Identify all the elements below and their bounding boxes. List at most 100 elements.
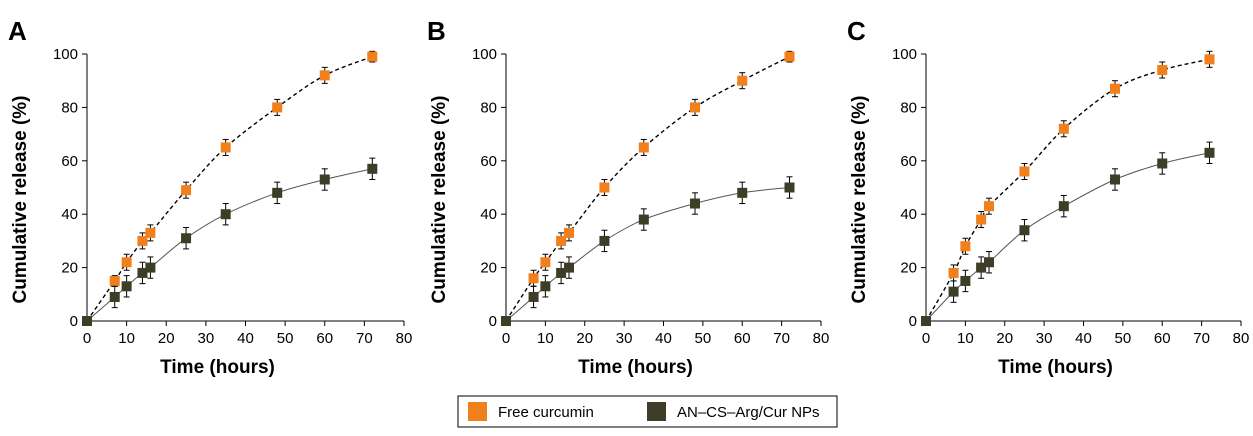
data-point-nps (501, 316, 511, 326)
data-point-nps (1019, 225, 1030, 236)
panel-letter: A (8, 16, 27, 46)
trend-line-free-curcumin (86, 56, 373, 322)
data-point-nps (737, 187, 748, 198)
data-point-free-curcumin (564, 227, 574, 238)
data-point-free-curcumin (1058, 123, 1069, 134)
x-tick-label: 70 (356, 330, 373, 347)
x-tick-label: 10 (118, 330, 135, 347)
x-tick-label: 30 (198, 330, 215, 347)
data-point-free-curcumin (737, 75, 748, 86)
x-tick-label: 60 (734, 330, 751, 347)
x-tick-label: 0 (502, 330, 510, 347)
panel-a: A 0 10 20 30 40 50 60 70 80 0 20 40 60 80 100 Time (hour… (8, 16, 412, 378)
data-point-nps (145, 262, 156, 273)
data-point-free-curcumin (367, 51, 378, 62)
data-point-free-curcumin (1019, 166, 1030, 177)
data-point-nps (82, 316, 92, 326)
x-tick-label: 30 (616, 330, 633, 347)
y-tick-label: 100 (472, 46, 497, 63)
y-tick-label: 100 (53, 46, 78, 63)
data-point-nps (564, 262, 574, 273)
x-tick-label: 50 (695, 330, 712, 347)
data-point-free-curcumin (690, 102, 700, 113)
y-tick-label: 20 (480, 260, 497, 277)
trend-line-nps (505, 187, 790, 322)
x-tick-label: 0 (83, 330, 91, 347)
panel-c: C 0 10 20 30 40 50 60 70 80 0 20 40 60 80 100 Time (hour… (847, 16, 1249, 378)
data-point-nps (960, 275, 971, 286)
y-tick-label: 40 (61, 206, 78, 223)
x-axis-title: Time (hours) (998, 357, 1113, 378)
y-axis-title: Cumulative release (%) (10, 95, 31, 303)
legend-swatch-free-curcumin (468, 402, 487, 421)
data-point-nps (976, 262, 987, 273)
data-point-free-curcumin (784, 51, 795, 62)
trend-line-nps (925, 152, 1210, 322)
x-tick-label: 30 (1036, 330, 1053, 347)
y-tick-label: 0 (909, 313, 917, 330)
y-tick-label: 60 (900, 153, 917, 170)
data-point-nps (984, 257, 994, 268)
data-point-free-curcumin (638, 142, 649, 153)
data-point-free-curcumin (556, 235, 567, 246)
data-point-free-curcumin (960, 241, 971, 252)
data-point-free-curcumin (145, 227, 156, 238)
x-tick-label: 20 (996, 330, 1013, 347)
y-tick-label: 80 (900, 99, 917, 116)
x-axis-title: Time (hours) (578, 357, 693, 378)
data-point-free-curcumin (540, 257, 551, 268)
panel-b: B 0 10 20 30 40 50 60 70 80 0 20 40 60 80 100 Time (hour… (427, 16, 829, 378)
x-tick-label: 70 (1193, 330, 1210, 347)
data-point-free-curcumin (272, 102, 283, 113)
y-axis-title: Cumulative release (%) (849, 95, 870, 303)
x-tick-label: 80 (813, 330, 830, 347)
data-point-nps (540, 281, 551, 292)
x-tick-label: 20 (576, 330, 593, 347)
y-tick-label: 60 (480, 153, 497, 170)
x-tick-label: 0 (922, 330, 930, 347)
y-tick-label: 0 (70, 313, 78, 330)
y-tick-label: 80 (480, 99, 497, 116)
panel-letter: C (847, 16, 866, 46)
x-tick-label: 40 (655, 330, 672, 347)
data-point-nps (1204, 147, 1215, 158)
x-tick-label: 10 (957, 330, 974, 347)
data-point-free-curcumin (976, 214, 987, 225)
x-tick-label: 50 (1115, 330, 1132, 347)
data-point-nps (1058, 201, 1069, 212)
legend: Free curcumin AN–CS–Arg/Cur NPs (457, 395, 838, 428)
data-point-free-curcumin (528, 273, 539, 284)
x-tick-label: 20 (158, 330, 175, 347)
data-point-free-curcumin (220, 142, 231, 153)
data-point-nps (599, 235, 610, 246)
data-point-free-curcumin (1110, 83, 1120, 94)
y-tick-label: 40 (480, 206, 497, 223)
data-point-nps (1157, 158, 1168, 169)
data-point-free-curcumin (109, 275, 120, 286)
data-point-nps (1110, 174, 1120, 185)
panel-letter: B (427, 16, 446, 46)
data-point-nps (137, 267, 148, 278)
data-point-nps (121, 281, 132, 292)
data-point-free-curcumin (599, 182, 610, 193)
data-point-nps (181, 233, 192, 244)
legend-label-free-curcumin: Free curcumin (498, 404, 594, 421)
data-point-nps (690, 198, 700, 209)
x-tick-label: 10 (537, 330, 554, 347)
y-axis-title: Cumulative release (%) (429, 95, 450, 303)
data-point-nps (556, 267, 567, 278)
data-point-free-curcumin (1204, 54, 1215, 65)
y-tick-label: 100 (892, 46, 917, 63)
y-tick-label: 20 (900, 260, 917, 277)
data-point-nps (272, 187, 283, 198)
legend-swatch-nps (647, 402, 666, 421)
x-axis-title: Time (hours) (160, 357, 275, 378)
data-point-nps (109, 291, 120, 302)
data-point-free-curcumin (181, 185, 192, 196)
data-point-nps (367, 163, 378, 174)
x-tick-label: 80 (1233, 330, 1250, 347)
data-point-nps (220, 209, 231, 220)
